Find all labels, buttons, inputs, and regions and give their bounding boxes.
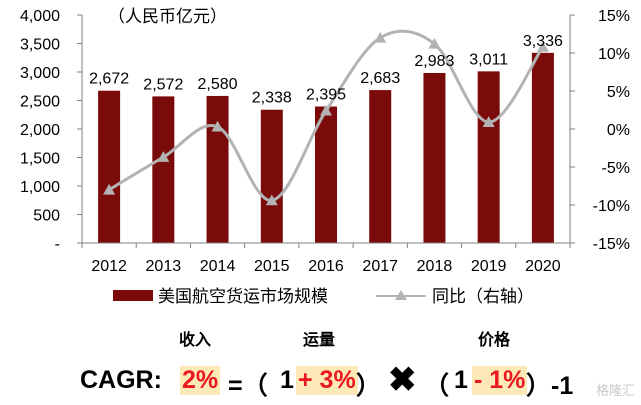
bar-value-label: 2,672 bbox=[89, 71, 129, 88]
cagr-value: 2% bbox=[180, 366, 221, 395]
label-revenue: 收入 bbox=[179, 330, 212, 349]
right-axis: -15% -10% -5% 0% 5% 10% 15% bbox=[569, 8, 630, 253]
volume-value: + 3% bbox=[296, 366, 358, 395]
bar-value-label: 3,011 bbox=[469, 51, 508, 68]
close-b: ）-1 bbox=[526, 372, 574, 400]
right-axis-tick-label: 0% bbox=[607, 122, 630, 139]
bar bbox=[477, 71, 500, 243]
yoy-point bbox=[157, 151, 170, 162]
left-axis-tick-label: 3,000 bbox=[20, 65, 60, 82]
one-a: 1 bbox=[280, 366, 294, 394]
right-axis-tick-label: -10% bbox=[593, 198, 630, 215]
legend-bar-label: 美国航空货运市场规模 bbox=[158, 287, 328, 307]
close-a: ） bbox=[356, 372, 382, 400]
bar bbox=[98, 90, 121, 243]
times-icon: ✖ bbox=[388, 361, 417, 399]
yoy-point bbox=[374, 31, 387, 43]
data-labels: 2,672 2,572 2,580 2,338 2,395 2,683 2,983 3,011… bbox=[89, 33, 563, 107]
yoy-line bbox=[103, 29, 549, 206]
yoy-point bbox=[103, 183, 116, 195]
watermark: 格隆汇 bbox=[595, 384, 635, 399]
unit-label: （人民币亿元） bbox=[108, 7, 227, 27]
left-axis-tick-label: 2,500 bbox=[20, 94, 60, 111]
left-axis-tick-label: - bbox=[55, 236, 60, 253]
open-b: （ bbox=[424, 372, 450, 400]
label-volume: 运量 bbox=[303, 330, 336, 349]
bar bbox=[206, 95, 229, 243]
x-axis-tick-label: 2015 bbox=[254, 258, 290, 275]
bar bbox=[423, 72, 446, 244]
cagr-formula: 收入 运量 价格 CAGR: 2% =（ 1 + 3% ） ✖ （ 1 - 1%… bbox=[0, 320, 641, 405]
bar bbox=[315, 106, 337, 243]
legend-bar-swatch bbox=[113, 290, 153, 301]
left-axis-tick-label: 1,500 bbox=[20, 151, 60, 168]
right-axis-tick-label: 15% bbox=[598, 8, 630, 25]
price-value: - 1% bbox=[472, 366, 528, 395]
left-axis-tick-label: 2,000 bbox=[20, 122, 60, 139]
bar-value-label: 2,580 bbox=[198, 76, 238, 93]
bar bbox=[369, 90, 392, 243]
yoy-point bbox=[211, 120, 224, 132]
left-axis-tick-label: 4,000 bbox=[20, 8, 60, 25]
bar-value-label: 2,572 bbox=[143, 76, 183, 93]
bar-value-label: 2,983 bbox=[414, 53, 454, 70]
equals-open: =（ bbox=[228, 372, 268, 400]
bars bbox=[98, 52, 554, 244]
yoy-point bbox=[536, 40, 549, 52]
x-axis-tick-label: 2014 bbox=[200, 258, 236, 275]
x-axis-tick-label: 2013 bbox=[146, 258, 182, 275]
x-axis-tick-label: 2020 bbox=[525, 258, 561, 275]
one-b: 1 bbox=[454, 366, 468, 394]
left-axis-tick-label: 500 bbox=[33, 208, 60, 225]
bar-value-label: 2,395 bbox=[306, 86, 346, 103]
bar bbox=[260, 109, 283, 243]
cagr-label: CAGR: bbox=[80, 366, 162, 394]
right-axis-tick-label: -5% bbox=[602, 160, 630, 177]
x-axis-tick-label: 2016 bbox=[308, 258, 344, 275]
yoy-point bbox=[320, 104, 332, 116]
bar-value-label: 2,338 bbox=[252, 90, 292, 107]
legend-line-label: 同比（右轴） bbox=[432, 287, 534, 307]
right-axis-tick-label: 5% bbox=[607, 84, 630, 101]
x-axis-ticks: 2012 2013 2014 2015 2016 2017 2018 2019 2020 bbox=[81, 242, 571, 275]
x-axis-tick-label: 2017 bbox=[362, 258, 398, 275]
yoy-point bbox=[265, 194, 278, 206]
bar bbox=[531, 52, 554, 244]
x-axis-tick-label: 2019 bbox=[471, 258, 507, 275]
yoy-point bbox=[482, 116, 495, 127]
right-axis-tick-label: -15% bbox=[593, 236, 630, 253]
left-axis-tick-label: 3,500 bbox=[20, 37, 60, 54]
left-axis-tick-label: 1,000 bbox=[20, 179, 60, 196]
legend-triangle-icon bbox=[395, 290, 407, 300]
label-price: 价格 bbox=[478, 330, 511, 349]
bar-value-label: 3,336 bbox=[523, 33, 563, 50]
bar bbox=[152, 96, 175, 243]
chart: （人民币亿元） - 500 1,000 1,500 2,000 2,500 3,000 3,5… bbox=[20, 7, 630, 307]
bar-value-label: 2,683 bbox=[360, 70, 400, 87]
x-axis-tick-label: 2018 bbox=[417, 258, 453, 275]
legend: 美国航空货运市场规模 同比（右轴） bbox=[113, 287, 534, 307]
left-axis: - 500 1,000 1,500 2,000 2,500 3,000 3,500 4,000 bbox=[20, 8, 83, 253]
x-axis-tick-label: 2012 bbox=[91, 258, 127, 275]
yoy-point bbox=[428, 37, 441, 49]
right-axis-tick-label: 10% bbox=[598, 46, 630, 63]
